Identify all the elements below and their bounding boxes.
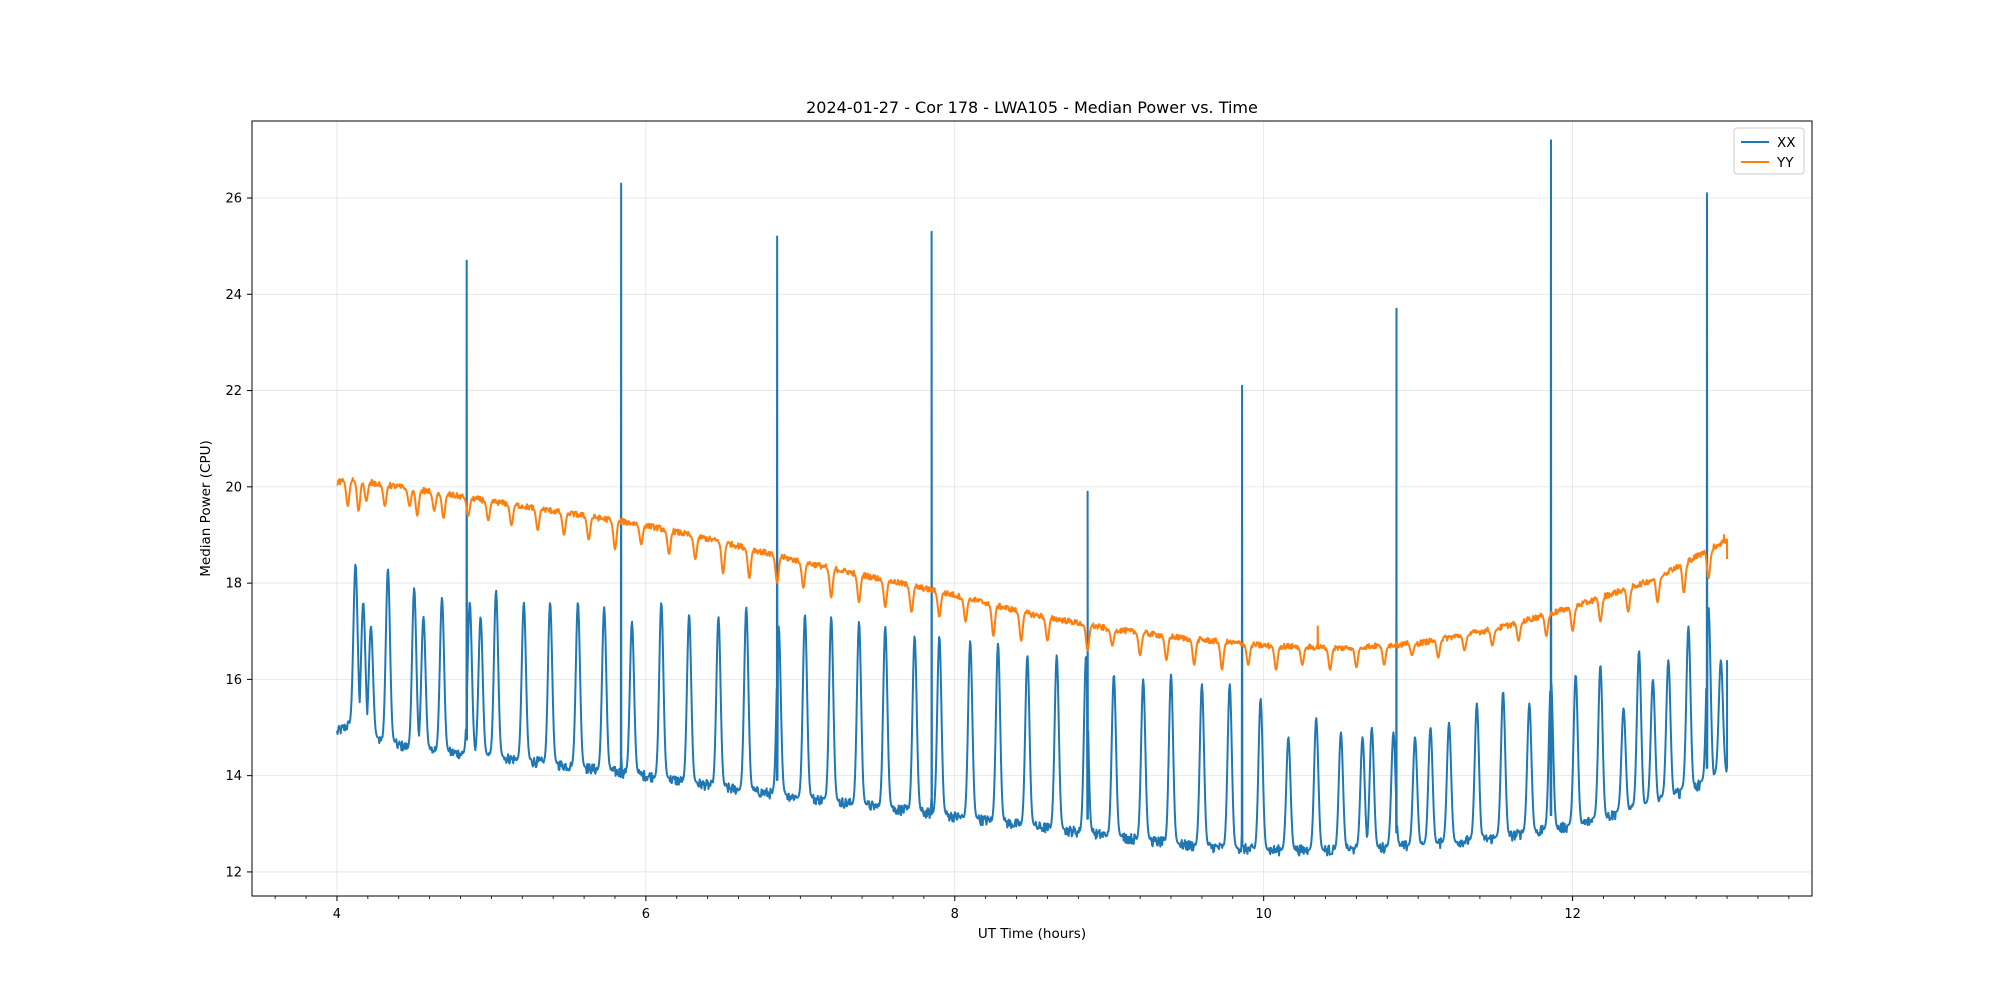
plot-frame — [251, 120, 1813, 897]
x-tick-label: 6 — [642, 907, 650, 922]
x-tick-label: 8 — [951, 907, 959, 922]
y-axis-label: Median Power (CPU) — [198, 440, 214, 576]
series-line-xx — [335, 139, 1729, 857]
x-tick-label: 10 — [1255, 907, 1272, 922]
x-tick-label: 4 — [333, 907, 341, 922]
chart-title: 2024-01-27 - Cor 178 - LWA105 - Median P… — [806, 98, 1258, 117]
y-tick-label: 16 — [225, 673, 242, 688]
y-axis-ticks: 12 14 16 18 20 22 24 26 — [225, 192, 252, 880]
y-tick-label: 14 — [225, 769, 242, 784]
y-tick-label: 18 — [225, 577, 242, 592]
x-axis-ticks: 4 6 8 10 12 — [274, 896, 1790, 922]
series-group — [335, 139, 1729, 857]
legend: XX YY — [1733, 127, 1805, 175]
y-tick-label: 26 — [225, 192, 242, 207]
legend-label-yy: YY — [1776, 155, 1794, 171]
y-tick-label: 24 — [225, 288, 242, 303]
y-tick-label: 20 — [225, 480, 242, 495]
legend-label-xx: XX — [1777, 135, 1796, 151]
series-line-yy — [336, 477, 1729, 671]
y-tick-label: 12 — [225, 865, 242, 880]
y-tick-label: 22 — [225, 384, 242, 399]
x-axis-label: UT Time (hours) — [978, 926, 1086, 942]
x-tick-label: 12 — [1564, 907, 1581, 922]
